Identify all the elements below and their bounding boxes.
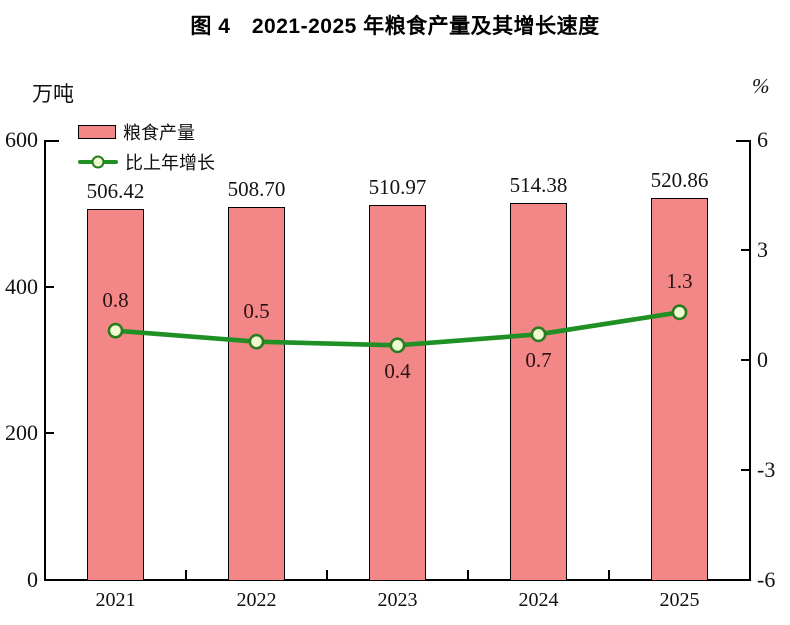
growth-value-label: 0.7 xyxy=(525,348,552,373)
chart-title: 图 4 2021-2025 年粮食产量及其增长速度 xyxy=(190,15,600,38)
right-axis-line xyxy=(749,140,752,581)
bar-value-label: 510.97 xyxy=(368,175,427,200)
bar-value-label: 520.86 xyxy=(650,168,709,193)
growth-value-label: 0.8 xyxy=(102,287,129,312)
x-axis-category-label: 2024 xyxy=(518,589,559,611)
right-axis-top-tick xyxy=(736,140,751,143)
grain-output-bar xyxy=(369,205,426,581)
grain-output-bar xyxy=(228,206,285,581)
x-axis-category-label: 2021 xyxy=(95,589,136,611)
bar-series-swatch xyxy=(78,125,116,139)
growth-value-label: 0.4 xyxy=(384,359,411,384)
left-axis-tick-mark xyxy=(46,285,54,288)
x-axis-tick-mark xyxy=(466,570,470,579)
x-axis-tick-mark xyxy=(607,570,611,579)
left-axis-tick-label: 200 xyxy=(5,420,38,446)
right-axis-tick-label: 3 xyxy=(757,237,768,262)
bar-value-label: 514.38 xyxy=(509,172,568,197)
grain-output-bar xyxy=(651,198,708,581)
legend: 粮食产量 比上年增长 xyxy=(78,121,215,181)
right-axis-tick-mark xyxy=(741,358,749,362)
left-axis-line xyxy=(44,140,47,581)
x-axis-tick-mark xyxy=(184,570,188,579)
growth-value-label: 0.5 xyxy=(243,298,270,323)
line-marker-icon xyxy=(91,155,105,169)
right-axis-tick-label: -3 xyxy=(757,457,776,482)
x-axis-category-label: 2023 xyxy=(377,589,418,611)
right-axis-tick-label: -6 xyxy=(757,567,776,592)
left-axis-unit-label: 万吨 xyxy=(32,82,74,106)
x-axis-category-label: 2022 xyxy=(236,589,277,611)
x-axis-tick-mark xyxy=(325,570,329,579)
bar-series-label: 粮食产量 xyxy=(123,123,195,143)
left-axis-top-tick xyxy=(44,140,59,143)
right-axis-tick-label: 0 xyxy=(757,347,768,372)
line-series-swatch xyxy=(78,155,118,169)
bar-value-label: 506.42 xyxy=(86,178,145,203)
right-axis-tick-mark xyxy=(741,468,749,472)
grain-output-bar xyxy=(87,208,144,581)
growth-value-label: 1.3 xyxy=(666,269,693,294)
line-series-label: 比上年增长 xyxy=(125,153,215,173)
left-axis-tick-label: 400 xyxy=(5,273,38,299)
right-axis-unit-label: % xyxy=(752,74,770,98)
right-axis-tick-mark xyxy=(741,248,749,252)
grain-output-bar xyxy=(510,202,567,581)
right-axis-tick-label: 6 xyxy=(757,127,768,152)
left-axis-tick-mark xyxy=(46,432,54,435)
x-axis-category-label: 2025 xyxy=(659,589,700,611)
left-axis-tick-label: 0 xyxy=(27,567,38,592)
bar-value-label: 508.70 xyxy=(227,176,286,201)
legend-item-bar: 粮食产量 xyxy=(78,121,215,143)
legend-item-line: 比上年增长 xyxy=(78,151,215,173)
left-axis-tick-label: 600 xyxy=(5,127,38,152)
